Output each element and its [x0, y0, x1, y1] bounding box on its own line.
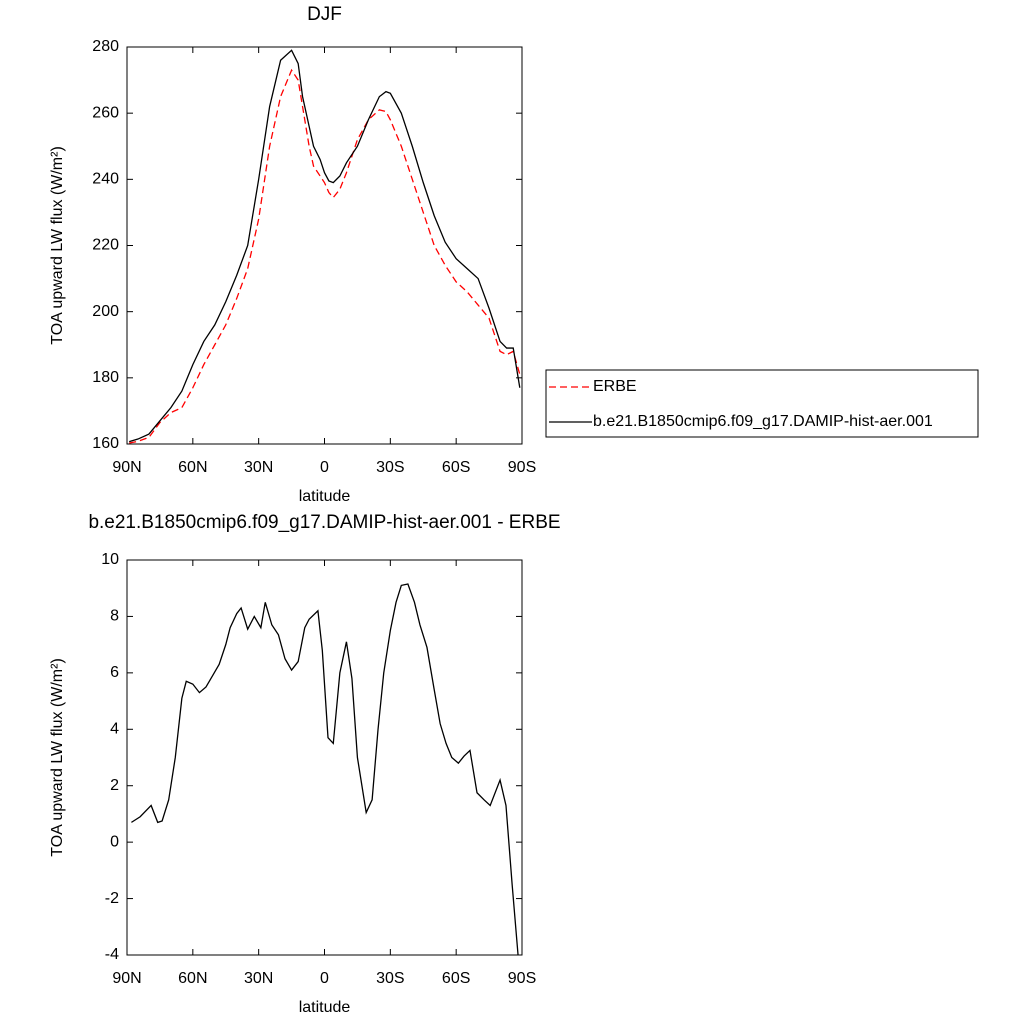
x-tick-label: 90N: [112, 459, 141, 476]
x-tick-label: 60N: [178, 459, 207, 476]
chart-title: DJF: [307, 4, 342, 25]
y-tick-label: 180: [92, 369, 119, 386]
y-tick-label: 0: [110, 833, 119, 850]
y-axis-label: TOA upward LW flux (W/m²): [49, 658, 66, 857]
y-tick-label: -4: [105, 946, 119, 963]
y-tick-label: 240: [92, 171, 119, 188]
x-tick-label: 0: [320, 970, 329, 987]
y-tick-label: 6: [110, 664, 119, 681]
y-tick-label: 220: [92, 237, 119, 254]
y-tick-label: 8: [110, 608, 119, 625]
x-tick-label: 90S: [508, 970, 536, 987]
data-line: [131, 583, 519, 956]
legend-label: ERBE: [593, 378, 637, 395]
chart-title: b.e21.B1850cmip6.f09_g17.DAMIP-hist-aer.…: [88, 512, 560, 533]
y-tick-label: -2: [105, 890, 119, 907]
y-tick-label: 10: [101, 551, 119, 568]
data-line: [129, 49, 521, 443]
x-axis-label: latitude: [299, 999, 351, 1016]
y-tick-label: 2: [110, 777, 119, 794]
x-tick-label: 90N: [112, 970, 141, 987]
x-axis-label: latitude: [299, 488, 351, 505]
x-tick-label: 0: [320, 459, 329, 476]
y-tick-label: 160: [92, 435, 119, 452]
y-tick-label: 280: [92, 38, 119, 55]
legend-box: [545, 369, 979, 438]
x-tick-label: 60N: [178, 970, 207, 987]
y-tick-label: 4: [110, 721, 119, 738]
x-tick-label: 30N: [244, 970, 273, 987]
x-tick-label: 90S: [508, 459, 536, 476]
y-tick-label: 200: [92, 303, 119, 320]
x-tick-label: 60S: [442, 459, 470, 476]
x-tick-label: 30N: [244, 459, 273, 476]
plot-frame: [126, 46, 523, 445]
x-tick-label: 30S: [376, 970, 404, 987]
data-line: [129, 68, 521, 444]
legend-label: b.e21.B1850cmip6.f09_g17.DAMIP-hist-aer.…: [593, 413, 933, 430]
x-tick-label: 60S: [442, 970, 470, 987]
y-axis-label: TOA upward LW flux (W/m²): [49, 146, 66, 345]
y-tick-label: 260: [92, 104, 119, 121]
x-tick-label: 30S: [376, 459, 404, 476]
